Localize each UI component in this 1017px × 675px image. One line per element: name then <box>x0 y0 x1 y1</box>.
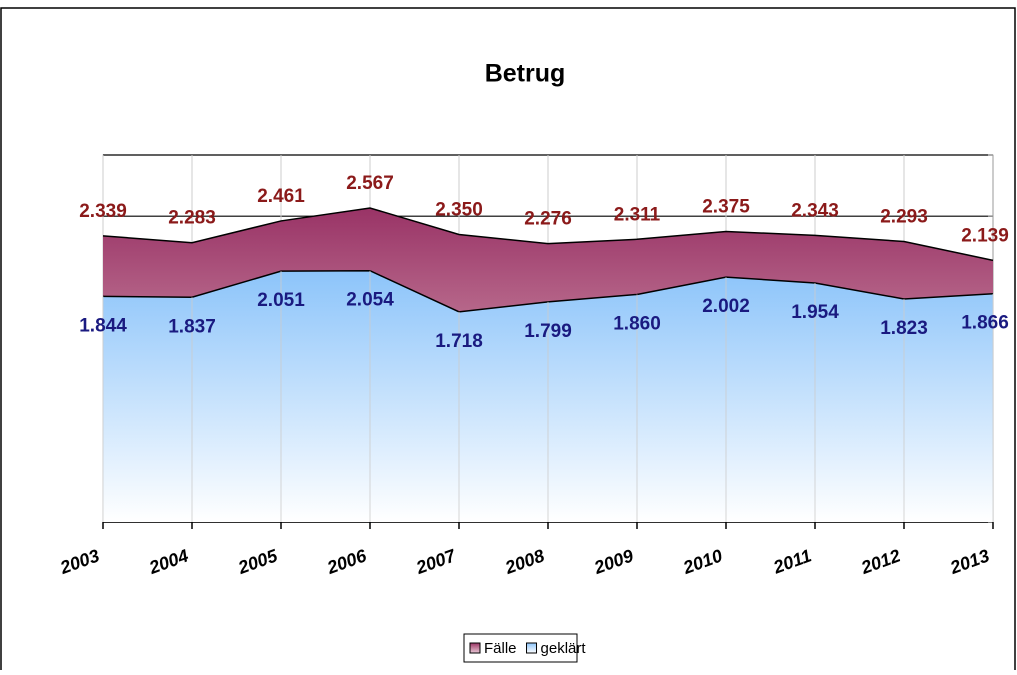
area-line <box>102 207 994 262</box>
data-label: 2.276 <box>524 209 572 230</box>
legend-label: Fälle <box>484 640 517 657</box>
data-label: 2.283 <box>168 208 216 229</box>
data-label: 1.718 <box>435 331 483 352</box>
chart-title: Betrug <box>485 60 566 88</box>
data-label: 1.837 <box>168 316 216 337</box>
data-label: 2.051 <box>257 290 305 311</box>
data-label: 2.350 <box>435 200 483 221</box>
data-label: 2.002 <box>702 296 750 317</box>
area-line <box>102 269 994 313</box>
legend: Fälle geklärt <box>463 633 587 663</box>
legend-swatch <box>526 642 538 654</box>
plot-area: 2.339 2.283 2.461 2.567 2.350 2.276 2.311 2.375… <box>57 154 1009 578</box>
legend-box <box>463 633 578 663</box>
data-label: 1.866 <box>961 313 1009 334</box>
data-label: 2.311 <box>614 204 661 225</box>
data-label: 1.844 <box>79 315 127 336</box>
data-label: 1.954 <box>791 302 839 323</box>
data-label: 1.799 <box>524 321 572 342</box>
data-label: 2.567 <box>346 173 394 194</box>
data-label: 2.054 <box>346 290 394 311</box>
legend-swatch <box>469 642 481 654</box>
data-label: 2.339 <box>79 201 127 222</box>
data-label: 2.293 <box>880 207 928 228</box>
legend-label: geklärt <box>541 640 587 657</box>
data-label: 2.343 <box>791 200 839 221</box>
data-label: 2.375 <box>702 196 750 217</box>
data-label: 2.461 <box>257 186 305 207</box>
data-label: 2.139 <box>961 225 1009 246</box>
data-label: 1.823 <box>880 318 928 339</box>
data-label: 1.860 <box>613 313 661 334</box>
